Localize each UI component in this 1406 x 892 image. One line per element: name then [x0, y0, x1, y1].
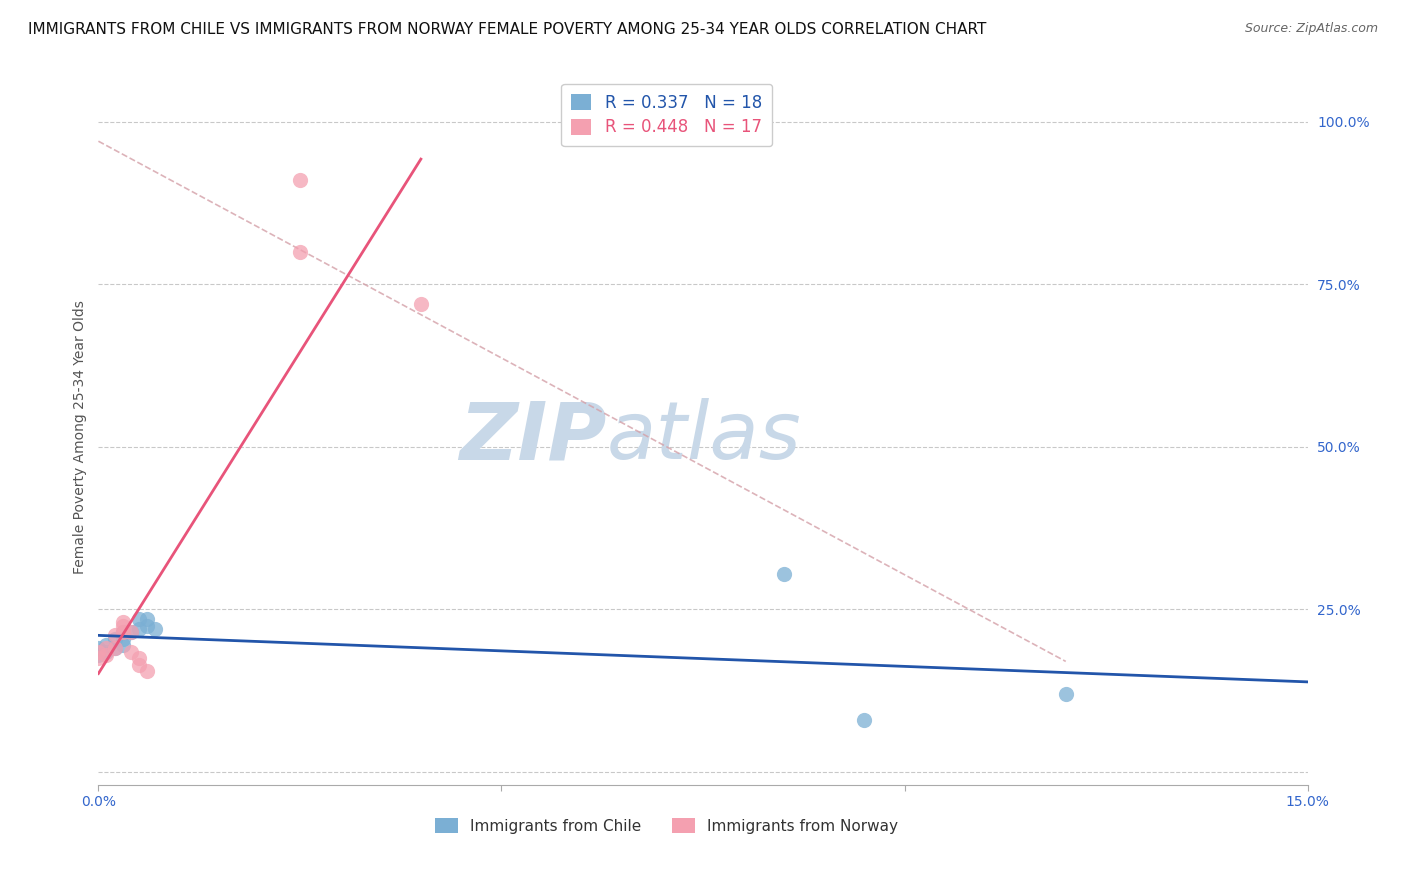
Point: [103, 632, 125, 646]
Point: [120, 625, 142, 640]
Point: [103, 628, 125, 642]
Point: [87, 651, 110, 665]
Point: [853, 713, 876, 727]
Point: [288, 244, 311, 259]
Text: ZIP: ZIP: [458, 398, 606, 476]
Point: [87, 641, 110, 656]
Point: [135, 612, 157, 626]
Point: [111, 625, 134, 640]
Point: [1054, 687, 1077, 701]
Point: [87, 645, 110, 659]
Point: [120, 645, 142, 659]
Point: [409, 297, 432, 311]
Point: [288, 173, 311, 187]
Point: [135, 618, 157, 632]
Text: Source: ZipAtlas.com: Source: ZipAtlas.com: [1244, 22, 1378, 36]
Point: [96, 645, 118, 659]
Point: [111, 625, 134, 640]
Point: [128, 657, 150, 672]
Point: [128, 622, 150, 636]
Point: [128, 612, 150, 626]
Point: [143, 622, 166, 636]
Point: [772, 566, 794, 581]
Point: [96, 648, 118, 662]
Point: [87, 648, 110, 662]
Y-axis label: Female Poverty Among 25-34 Year Olds: Female Poverty Among 25-34 Year Olds: [73, 300, 87, 574]
Point: [96, 641, 118, 656]
Point: [96, 638, 118, 652]
Legend: Immigrants from Chile, Immigrants from Norway: Immigrants from Chile, Immigrants from N…: [429, 813, 904, 840]
Point: [103, 641, 125, 656]
Point: [111, 638, 134, 652]
Point: [128, 651, 150, 665]
Point: [135, 664, 157, 678]
Point: [111, 615, 134, 630]
Text: atlas: atlas: [606, 398, 801, 476]
Point: [103, 641, 125, 656]
Point: [111, 632, 134, 646]
Point: [120, 625, 142, 640]
Text: IMMIGRANTS FROM CHILE VS IMMIGRANTS FROM NORWAY FEMALE POVERTY AMONG 25-34 YEAR : IMMIGRANTS FROM CHILE VS IMMIGRANTS FROM…: [28, 22, 987, 37]
Point: [111, 618, 134, 632]
